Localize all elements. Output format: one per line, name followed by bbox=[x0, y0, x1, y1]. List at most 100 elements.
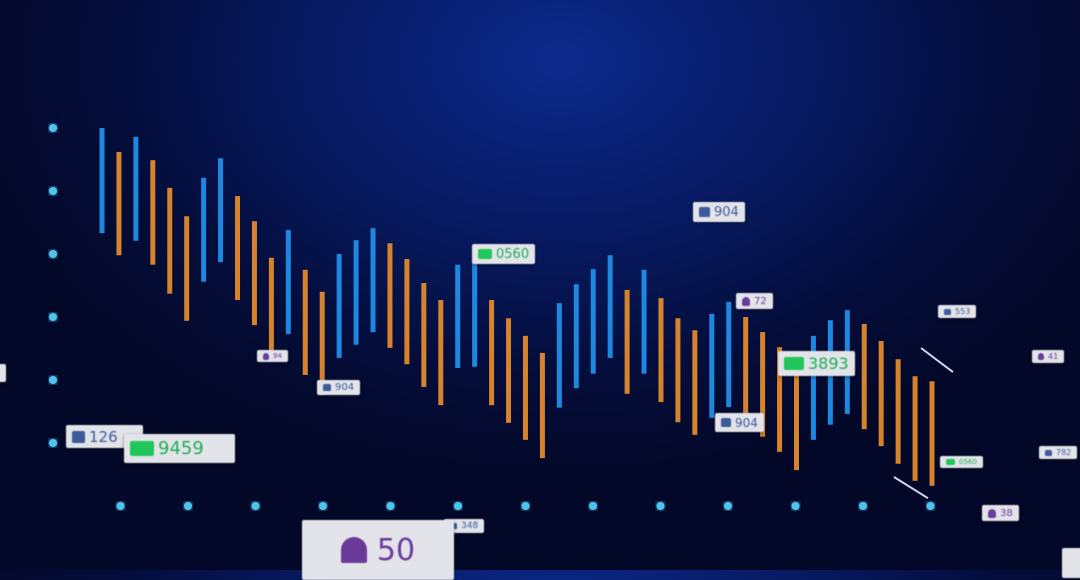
badge-value: 553 bbox=[955, 307, 971, 316]
bar-orange bbox=[912, 376, 918, 481]
bar-orange bbox=[760, 332, 766, 437]
comments-badge: 9459 bbox=[124, 434, 235, 463]
bar-orange bbox=[167, 187, 173, 294]
bar-blue bbox=[370, 228, 376, 333]
bar-orange bbox=[777, 347, 783, 452]
x-axis-tick bbox=[656, 502, 665, 510]
badge-value: 38 bbox=[1000, 507, 1013, 519]
comments-badge: 0560 bbox=[940, 456, 983, 468]
badge-value: 904 bbox=[335, 382, 355, 393]
x-axis-tick bbox=[116, 502, 125, 510]
bar-orange bbox=[387, 243, 393, 348]
badge-value: 782 bbox=[1056, 448, 1072, 457]
followers-badge: 38 bbox=[982, 505, 1019, 521]
bar-orange bbox=[184, 216, 190, 321]
partial-badge bbox=[1062, 548, 1080, 578]
followers-badge: 72 bbox=[736, 293, 773, 309]
user-icon bbox=[1038, 353, 1044, 360]
bar-blue bbox=[573, 284, 579, 389]
bar-orange bbox=[506, 318, 512, 423]
thumbs-up-icon bbox=[323, 384, 331, 391]
bar-blue bbox=[336, 254, 342, 358]
bar-orange bbox=[878, 340, 884, 447]
add-user-icon bbox=[340, 537, 367, 563]
thumbs-up-icon bbox=[699, 207, 710, 217]
user-icon bbox=[263, 352, 269, 360]
bar-blue bbox=[556, 303, 562, 408]
bar-blue bbox=[455, 264, 461, 369]
thumbs-up-icon bbox=[1045, 449, 1052, 456]
bar-blue bbox=[133, 136, 139, 241]
x-axis-tick bbox=[791, 502, 800, 510]
comments-badge: 3893 bbox=[778, 351, 855, 376]
bar-blue bbox=[218, 158, 224, 263]
y-axis-tick bbox=[49, 313, 57, 321]
badge-value: 348 bbox=[461, 521, 479, 531]
bar-blue bbox=[285, 230, 291, 335]
bar-orange bbox=[404, 259, 410, 365]
thumbs-up-icon bbox=[944, 308, 951, 315]
bar-blue bbox=[472, 262, 478, 367]
x-axis-tick bbox=[184, 502, 192, 510]
bar-orange bbox=[438, 299, 444, 406]
comments-badge: 0560 bbox=[472, 244, 536, 264]
bar-orange bbox=[539, 352, 545, 459]
likes-badge: 904 bbox=[715, 413, 764, 432]
badge-value: 9459 bbox=[158, 438, 204, 459]
y-axis-tick bbox=[49, 250, 57, 258]
comment-icon bbox=[784, 357, 804, 370]
likes-badge: 904 bbox=[693, 202, 745, 222]
followers-badge: 41 bbox=[1032, 350, 1065, 363]
thumbs-up-icon bbox=[72, 430, 85, 443]
x-axis-tick bbox=[589, 502, 597, 510]
badge-value: 72 bbox=[754, 295, 767, 307]
y-axis-tick bbox=[49, 376, 57, 384]
bar-orange bbox=[675, 318, 681, 423]
x-axis-tick bbox=[319, 502, 327, 510]
bar-orange bbox=[895, 359, 901, 464]
likes-badge: 782 bbox=[1039, 446, 1078, 459]
y-axis-tick bbox=[49, 187, 57, 195]
bar-orange bbox=[624, 289, 630, 394]
x-axis-tick bbox=[251, 502, 260, 510]
x-axis-tick bbox=[926, 502, 935, 510]
x-axis-tick bbox=[454, 502, 462, 510]
bar-orange bbox=[116, 151, 122, 256]
bar-orange bbox=[251, 221, 257, 326]
bar-blue bbox=[641, 269, 647, 374]
bar-orange bbox=[421, 282, 427, 387]
badge-value: 3893 bbox=[808, 354, 849, 373]
likes-badge: 553 bbox=[938, 305, 977, 318]
user-icon bbox=[988, 508, 996, 518]
badge-value: 94 bbox=[273, 352, 282, 360]
comment-icon bbox=[946, 459, 955, 465]
bar-orange bbox=[658, 298, 664, 403]
comments-badge bbox=[0, 364, 6, 382]
bar-blue bbox=[726, 301, 732, 408]
y-axis-tick bbox=[49, 124, 57, 132]
x-axis-tick bbox=[724, 502, 732, 510]
bar-orange bbox=[302, 269, 308, 375]
user-icon bbox=[742, 296, 750, 306]
bar-orange bbox=[235, 196, 241, 300]
thumbs-up-icon bbox=[721, 418, 731, 427]
bar-orange bbox=[861, 323, 867, 430]
bar-orange bbox=[489, 299, 495, 406]
bar-blue bbox=[99, 128, 105, 234]
badge-value: 50 bbox=[376, 532, 416, 568]
likes-badge: 126 bbox=[66, 425, 143, 448]
x-axis-tick bbox=[859, 502, 867, 510]
bar-orange bbox=[319, 291, 325, 396]
badge-value: 904 bbox=[714, 204, 739, 220]
bar-blue bbox=[709, 313, 715, 418]
badge-value: 904 bbox=[735, 415, 758, 430]
bar-orange bbox=[929, 381, 935, 486]
followers-badge: 50 bbox=[302, 520, 454, 580]
bar-blue bbox=[607, 255, 613, 358]
badge-value: 126 bbox=[89, 427, 118, 446]
comment-icon bbox=[478, 249, 492, 259]
badge-value: 41 bbox=[1048, 352, 1059, 361]
likes-badge: 904 bbox=[317, 380, 361, 395]
badge-value: 0560 bbox=[959, 458, 977, 466]
